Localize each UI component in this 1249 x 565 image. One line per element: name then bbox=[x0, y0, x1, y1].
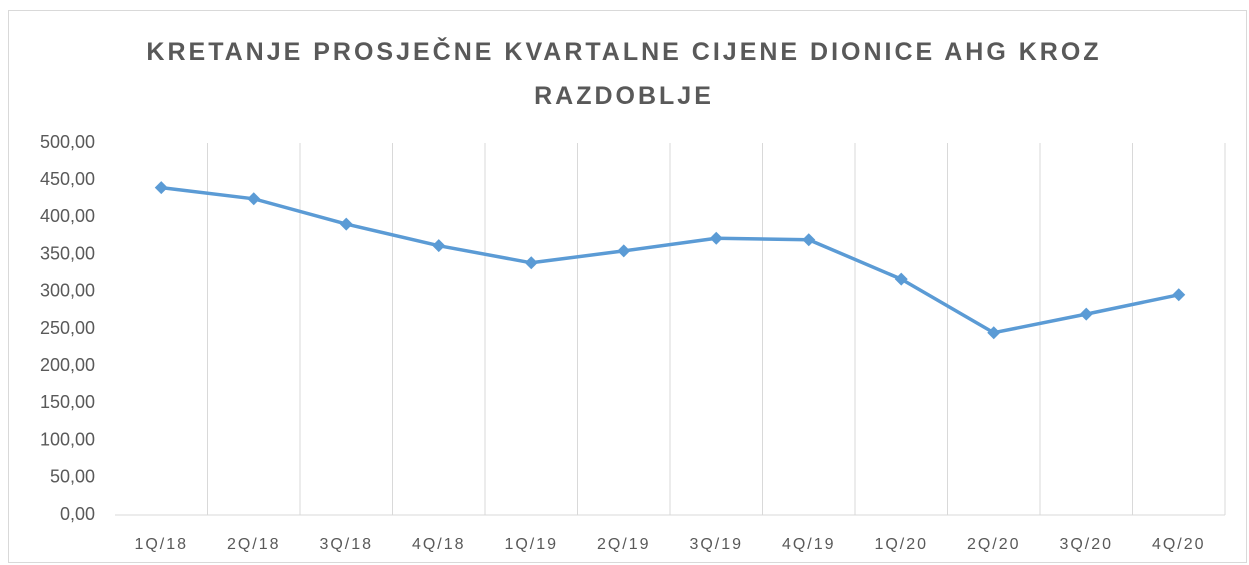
y-tick-label: 150,00 bbox=[40, 392, 95, 412]
x-tick-label: 4Q/18 bbox=[412, 536, 466, 553]
marker bbox=[432, 239, 446, 253]
x-tick-label: 1Q/20 bbox=[874, 536, 928, 553]
y-tick-label: 350,00 bbox=[40, 243, 95, 263]
y-tick-label: 400,00 bbox=[40, 206, 95, 226]
marker bbox=[894, 272, 908, 286]
chart-frame bbox=[8, 10, 1247, 563]
y-tick-label: 200,00 bbox=[40, 355, 95, 375]
x-tick-label: 2Q/18 bbox=[227, 536, 281, 553]
y-tick-label: 100,00 bbox=[40, 429, 95, 449]
y-tick-label: 50,00 bbox=[50, 467, 95, 487]
marker bbox=[987, 326, 1001, 340]
x-tick-label: 4Q/19 bbox=[782, 536, 836, 553]
marker bbox=[617, 244, 631, 258]
marker bbox=[709, 231, 723, 245]
marker bbox=[1079, 307, 1093, 321]
marker bbox=[247, 192, 261, 206]
x-tick-label: 4Q/20 bbox=[1152, 536, 1206, 553]
y-tick-label: 450,00 bbox=[40, 169, 95, 189]
y-tick-label: 300,00 bbox=[40, 281, 95, 301]
x-tick-label: 3Q/19 bbox=[689, 536, 743, 553]
marker bbox=[524, 256, 538, 270]
x-tick-label: 2Q/19 bbox=[597, 536, 651, 553]
marker bbox=[802, 233, 816, 247]
y-tick-label: 500,00 bbox=[40, 132, 95, 152]
marker bbox=[1172, 288, 1186, 302]
chart-title: KRETANJE PROSJEČNE KVARTALNE CIJENE DION… bbox=[146, 38, 1102, 110]
y-tick-label: 0,00 bbox=[60, 504, 95, 524]
marker bbox=[154, 181, 168, 195]
x-tick-label: 3Q/20 bbox=[1059, 536, 1113, 553]
y-tick-label: 250,00 bbox=[40, 318, 95, 338]
x-tick-label: 3Q/18 bbox=[319, 536, 373, 553]
x-tick-label: 2Q/20 bbox=[967, 536, 1021, 553]
x-tick-label: 1Q/18 bbox=[134, 536, 188, 553]
line bbox=[161, 185, 1180, 335]
x-tick-label: 1Q/19 bbox=[504, 536, 558, 553]
marker bbox=[339, 217, 353, 231]
